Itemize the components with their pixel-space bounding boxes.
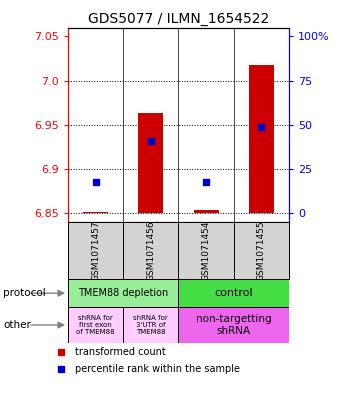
Bar (68, 222, 123, 279)
Bar (178, 279, 289, 307)
Bar (83, 212, 108, 213)
Bar (234, 222, 289, 279)
Text: control: control (215, 288, 253, 298)
Text: TMEM88 depletion: TMEM88 depletion (78, 288, 168, 298)
Bar (68, 279, 178, 307)
Bar (194, 209, 219, 213)
Title: GDS5077 / ILMN_1654522: GDS5077 / ILMN_1654522 (88, 13, 269, 26)
Text: protocol: protocol (3, 288, 46, 298)
Text: GSM1071455: GSM1071455 (257, 220, 266, 281)
Text: non-targetting
shRNA: non-targetting shRNA (196, 314, 272, 336)
Bar (68, 307, 123, 343)
Text: GSM1071456: GSM1071456 (147, 220, 155, 281)
Text: other: other (3, 320, 31, 330)
Text: shRNA for
first exon
of TMEM88: shRNA for first exon of TMEM88 (76, 315, 115, 335)
Text: percentile rank within the sample: percentile rank within the sample (75, 364, 240, 374)
Text: GSM1071457: GSM1071457 (91, 220, 100, 281)
Text: GSM1071454: GSM1071454 (202, 220, 210, 281)
Bar (249, 64, 274, 213)
Bar (138, 113, 163, 213)
Bar (178, 222, 234, 279)
Bar (178, 307, 289, 343)
Bar (123, 307, 178, 343)
Bar (123, 222, 178, 279)
Text: transformed count: transformed count (75, 347, 166, 357)
Text: shRNA for
3'UTR of
TMEM88: shRNA for 3'UTR of TMEM88 (134, 315, 168, 335)
